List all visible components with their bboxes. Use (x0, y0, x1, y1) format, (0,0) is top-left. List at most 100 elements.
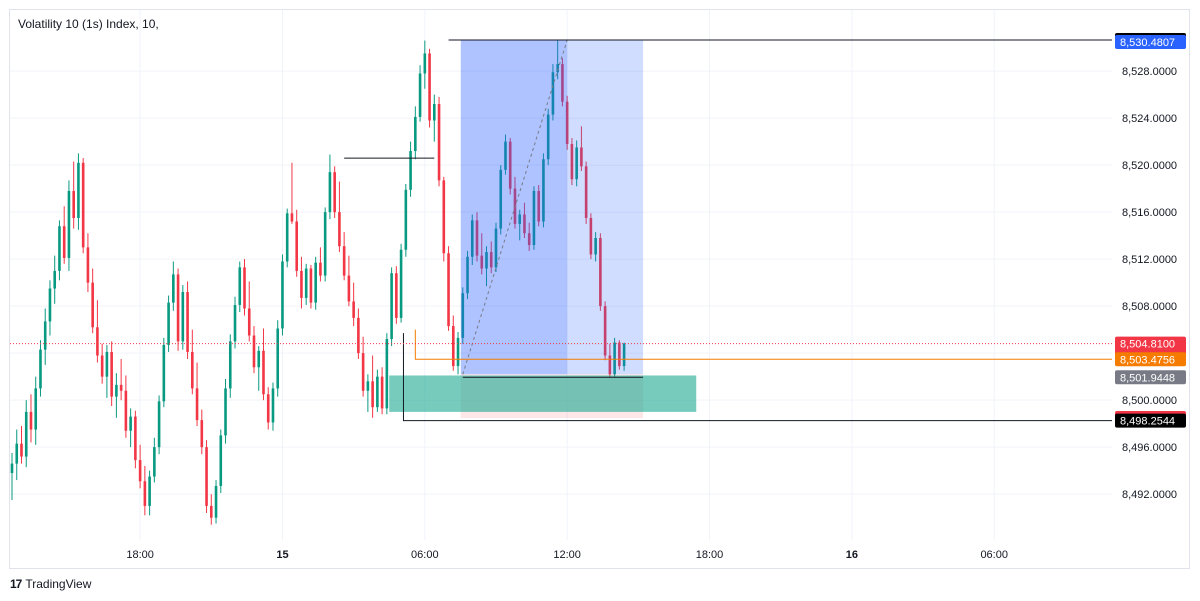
candle (285, 208, 289, 268)
candle (319, 247, 322, 282)
candle-body (53, 270, 57, 289)
candle (423, 40, 427, 89)
candle (376, 369, 379, 412)
candle-body (527, 233, 531, 246)
candle (361, 336, 365, 397)
candle-body (124, 390, 128, 431)
candle-body (580, 147, 583, 167)
candle (110, 341, 113, 407)
candle (399, 243, 403, 323)
candle (247, 281, 251, 342)
candle-body (77, 162, 80, 219)
candle (366, 374, 370, 412)
candle (546, 108, 550, 166)
candle (276, 320, 280, 397)
price-axis-label: 8,498.2544 (1115, 413, 1186, 428)
candle-body (195, 388, 199, 421)
candle (176, 268, 180, 351)
candle (134, 410, 137, 469)
candle (181, 284, 185, 350)
price-tick-label: 8,508.0000 (1122, 301, 1177, 313)
candle-body (584, 166, 588, 219)
candle-body (451, 326, 455, 367)
price-axis-label-text: 8,501.9448 (1120, 372, 1175, 384)
tradingview-brand[interactable]: 17 TradingView (10, 577, 91, 591)
candle (338, 181, 341, 253)
candle-body (589, 218, 593, 255)
candle (58, 220, 61, 281)
candle (48, 280, 52, 336)
candle (138, 444, 142, 489)
candle (72, 161, 75, 229)
candle (494, 222, 498, 273)
candle-body (309, 268, 313, 303)
candle-body (328, 172, 332, 213)
demand-zone (389, 375, 697, 412)
low-line (402, 333, 1112, 422)
candle (352, 282, 355, 327)
candle-body (238, 267, 242, 305)
candle (281, 254, 284, 336)
price-axis-label-box (1115, 34, 1186, 49)
candle (271, 382, 275, 431)
candle-body (224, 388, 227, 436)
candle-body (470, 220, 474, 257)
candle (608, 343, 612, 378)
price-axis-label-box (1115, 352, 1186, 367)
candle-body (300, 270, 303, 298)
candle (442, 176, 446, 262)
candle-body (523, 214, 526, 234)
candle (191, 329, 194, 395)
candle (24, 400, 28, 468)
time-tick-label: 18:00 (126, 549, 154, 561)
candle (542, 153, 545, 228)
candle-body (115, 384, 118, 397)
candle (300, 256, 303, 309)
candle-body (442, 180, 446, 254)
candle (532, 186, 536, 250)
time-tick-label: 06:00 (411, 549, 439, 561)
candle-body (565, 101, 569, 144)
candle-body (399, 249, 403, 318)
candle (105, 344, 109, 398)
candle (357, 308, 360, 360)
candle-body (418, 73, 422, 117)
candle (485, 246, 488, 287)
candle-body (281, 261, 284, 329)
candle-body (285, 213, 289, 262)
candle (86, 233, 90, 293)
candle-body (404, 189, 408, 250)
candle-body (48, 288, 52, 322)
candle-body (603, 306, 607, 356)
candle (466, 250, 469, 300)
candle-body (542, 159, 545, 222)
candle (290, 162, 294, 224)
candle-body (20, 443, 23, 457)
candle (475, 212, 479, 262)
candle (480, 233, 484, 275)
candle-body (342, 246, 346, 276)
candle (115, 373, 118, 418)
candle-body (622, 343, 626, 367)
candle (561, 58, 564, 107)
candle-body (613, 342, 616, 375)
candle-body (100, 355, 104, 377)
candle-body (380, 376, 384, 409)
candle-body (191, 351, 194, 389)
candle-body (24, 411, 28, 457)
price-tick-label: 8,524.0000 (1122, 113, 1177, 125)
candle-body (29, 411, 33, 430)
candle-body (423, 53, 427, 74)
price-axis-label: 8,503.4756 (1115, 352, 1186, 367)
price-axis-label-box (1115, 413, 1186, 428)
candle (428, 48, 431, 128)
candle-body (475, 220, 479, 256)
candle-body (570, 143, 574, 180)
candle-body (518, 214, 522, 224)
candle-body (618, 342, 621, 367)
candle-body (594, 237, 597, 255)
candle-body (176, 274, 180, 342)
candle (622, 342, 626, 371)
candle-body (366, 381, 370, 391)
